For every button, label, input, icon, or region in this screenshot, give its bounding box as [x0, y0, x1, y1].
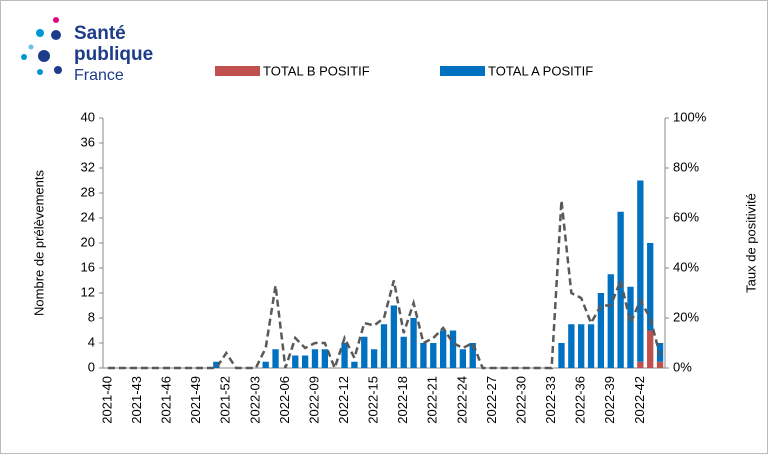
bar	[400, 336, 407, 368]
y2-tick-label: 20%	[673, 309, 699, 324]
bar	[637, 180, 644, 362]
y-axis-label: Nombre de prélèvements	[31, 170, 46, 316]
bar	[469, 343, 476, 368]
bar	[647, 330, 654, 368]
y-tick-label: 8	[88, 309, 95, 324]
bar	[627, 286, 634, 368]
bar	[587, 324, 595, 368]
y-tick-label: 28	[81, 184, 95, 199]
legend-swatch	[215, 66, 260, 76]
y-tick-label: 36	[81, 134, 95, 149]
y2-tick-label: 40%	[673, 259, 699, 274]
bar	[568, 324, 575, 368]
bar	[420, 343, 427, 368]
x-tick-label: 2022-21	[425, 376, 440, 424]
bar	[440, 330, 447, 368]
y2-tick-label: 80%	[673, 159, 699, 174]
y-tick-label: 20	[81, 234, 95, 249]
x-tick-label: 2022-30	[513, 376, 528, 424]
y-tick-label: 32	[81, 159, 95, 174]
bar	[617, 211, 624, 368]
bar	[292, 355, 299, 368]
bar	[213, 361, 220, 368]
x-tick-label: 2021-46	[159, 376, 174, 424]
bar	[597, 293, 605, 368]
x-tick-label: 2022-27	[484, 376, 499, 424]
bar	[311, 349, 319, 368]
y-tick-label: 0	[88, 359, 95, 374]
y-tick-label: 12	[81, 284, 95, 299]
bar	[410, 318, 417, 368]
bar	[341, 343, 348, 368]
y2-tick-label: 100%	[673, 109, 707, 124]
logo-text: publique	[74, 44, 153, 65]
bar	[272, 349, 279, 368]
bar	[430, 343, 437, 368]
x-tick-label: 2022-36	[573, 376, 588, 424]
y2-tick-label: 60%	[673, 209, 699, 224]
x-tick-label: 2022-24	[454, 376, 469, 424]
x-tick-label: 2022-33	[543, 376, 558, 424]
bar	[321, 349, 328, 368]
bar	[301, 355, 309, 368]
logo-text: Santé	[74, 23, 126, 44]
x-tick-label: 2022-09	[306, 376, 321, 424]
bar	[656, 361, 664, 368]
bar	[262, 361, 269, 368]
x-tick-label: 2022-15	[366, 376, 381, 424]
x-tick-label: 2021-40	[99, 376, 114, 424]
y2-axis-label: Taux de positivité	[743, 193, 758, 293]
x-tick-label: 2022-12	[336, 376, 351, 424]
bar	[380, 324, 388, 368]
y-tick-label: 40	[81, 109, 95, 124]
x-tick-label: 2021-49	[188, 376, 203, 424]
bar	[647, 243, 654, 331]
bar	[370, 349, 378, 368]
x-tick-label: 2022-03	[247, 376, 262, 424]
bar	[449, 330, 457, 368]
x-tick-label: 2022-39	[602, 376, 617, 424]
legend-label: TOTAL B POSITIF	[263, 63, 370, 78]
y-tick-label: 24	[81, 209, 95, 224]
line	[107, 200, 662, 372]
logo-dots	[21, 17, 62, 75]
bar	[637, 361, 644, 368]
bar	[459, 349, 467, 368]
y-tick-label: 4	[88, 334, 95, 349]
bar	[578, 324, 585, 368]
bar	[351, 361, 358, 368]
legend-label: TOTAL A POSITIF	[488, 63, 593, 78]
bar	[558, 343, 565, 368]
bar	[390, 305, 398, 368]
y2-tick-label: 0%	[673, 359, 692, 374]
x-tick-label: 2022-06	[277, 376, 292, 424]
x-tick-label: 2022-42	[632, 376, 647, 424]
bar	[607, 274, 614, 368]
x-tick-label: 2021-52	[218, 376, 233, 424]
x-tick-label: 2022-18	[395, 376, 410, 424]
x-tick-label: 2021-43	[129, 376, 144, 424]
legend-swatch	[440, 66, 485, 76]
logo-text: France	[74, 67, 124, 84]
y-tick-label: 16	[81, 259, 95, 274]
bar	[361, 336, 368, 368]
